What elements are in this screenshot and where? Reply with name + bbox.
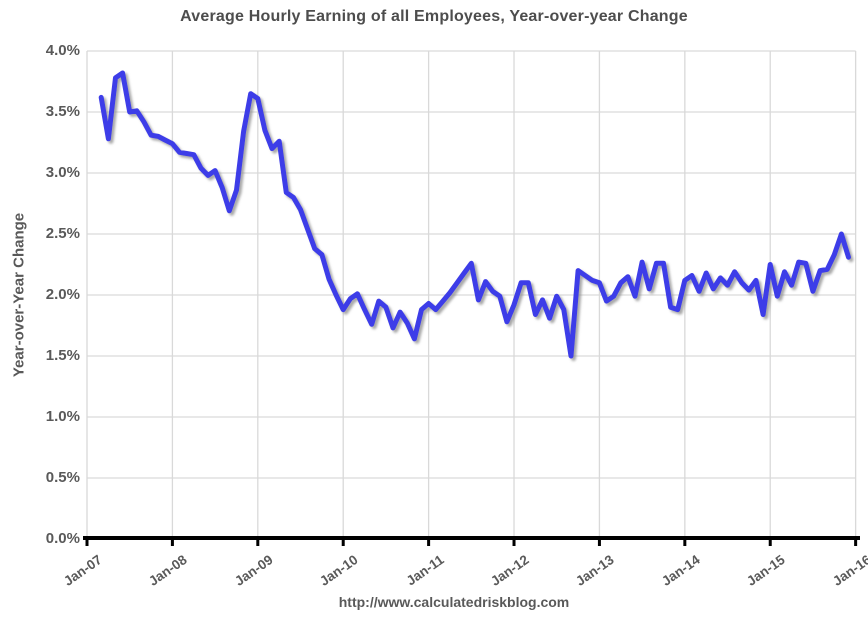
y-tick-label: 0.0%: [45, 530, 80, 547]
y-tick-label: 1.0%: [45, 408, 80, 425]
x-axis-tick: [85, 540, 89, 546]
x-axis-tick: [512, 540, 516, 546]
y-tick-label: 3.0%: [45, 164, 80, 181]
x-axis-tick: [341, 540, 345, 546]
chart-title: Average Hourly Earning of all Employees,…: [180, 8, 688, 25]
y-tick-label: 2.0%: [45, 286, 80, 303]
x-axis-tick: [427, 540, 431, 546]
y-tick-label: 3.5%: [45, 103, 80, 120]
x-axis-tick: [256, 540, 260, 546]
x-axis-tick: [597, 540, 601, 546]
y-tick-label: 1.5%: [45, 347, 80, 364]
data-line-series: [98, 70, 851, 359]
y-tick-label: 0.5%: [45, 469, 80, 486]
x-axis-tick: [170, 540, 174, 546]
x-axis-tick: [683, 540, 687, 546]
y-tick-label: 2.5%: [45, 225, 80, 242]
x-axis-tick: [768, 540, 772, 546]
x-axis-tick: [854, 540, 858, 546]
source-url: http://www.calculatedriskblog.com: [338, 594, 570, 610]
y-tick-label: 4.0%: [45, 42, 80, 59]
